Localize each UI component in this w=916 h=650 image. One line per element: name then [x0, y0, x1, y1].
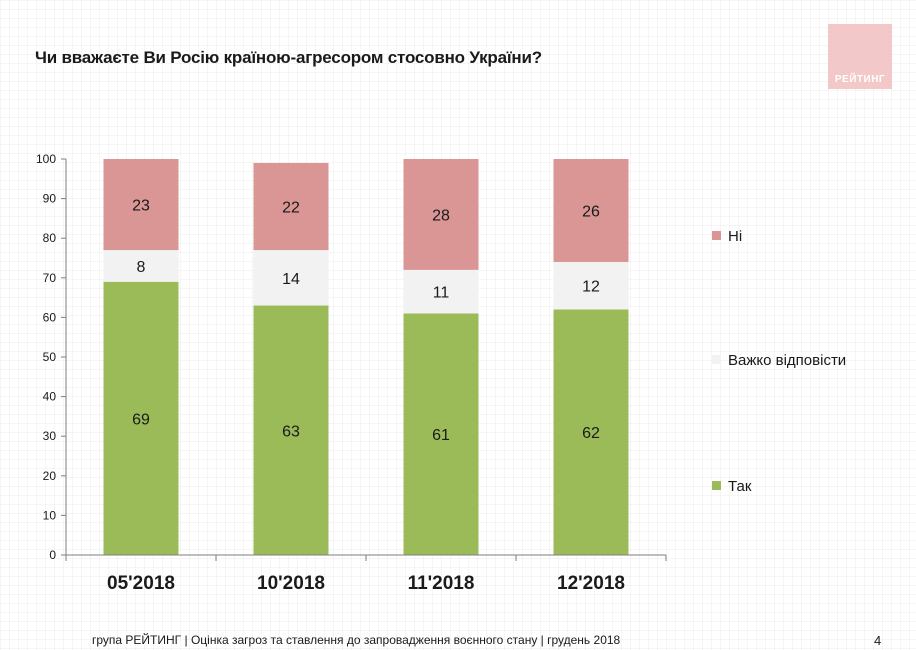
logo-text: РЕЙТИНГ [834, 74, 886, 85]
bar-segment [553, 309, 629, 555]
y-tick-label: 80 [43, 231, 57, 245]
y-tick-label: 90 [43, 192, 57, 206]
legend-label: Ні [728, 228, 742, 245]
data-label: 22 [282, 200, 300, 217]
data-label: 62 [582, 425, 600, 442]
bar-segment [403, 159, 479, 270]
page-number: 4 [874, 633, 882, 648]
legend-swatch [712, 231, 721, 240]
bar-segment [103, 281, 179, 555]
data-label: 8 [137, 259, 146, 276]
data-label: 26 [582, 203, 600, 220]
y-tick-label: 0 [49, 548, 56, 562]
data-label: 12 [582, 279, 600, 296]
bar-segment [253, 250, 329, 306]
legend-swatch [712, 355, 721, 364]
footer-text: група РЕЙТИНГ | Оцінка загроз та ставлен… [92, 633, 621, 647]
bar-segment [103, 250, 179, 282]
category-label: 12'2018 [557, 573, 625, 594]
y-tick-label: 30 [43, 429, 57, 443]
rating-logo: РЕЙТИНГ [828, 24, 892, 89]
y-tick-label: 20 [43, 469, 57, 483]
y-tick-label: 10 [43, 508, 57, 522]
bar-segment [403, 269, 479, 314]
bar-segment [553, 159, 629, 262]
category-label: 11'2018 [408, 573, 475, 594]
legend-label: Важко відповісти [728, 352, 846, 369]
category-label: 10'2018 [257, 573, 325, 594]
bar-segment [403, 313, 479, 555]
data-label: 28 [432, 207, 450, 224]
y-tick-label: 50 [43, 350, 57, 364]
data-label: 63 [282, 423, 300, 440]
data-label: 61 [432, 427, 450, 444]
data-label: 11 [433, 285, 450, 302]
data-label: 14 [282, 271, 300, 288]
data-label: 23 [132, 198, 150, 215]
bar-segment [253, 305, 329, 555]
y-tick-label: 60 [43, 310, 57, 324]
bar-segment [553, 261, 629, 310]
y-tick-label: 100 [36, 152, 56, 166]
bar-segment [103, 159, 179, 251]
data-label: 69 [132, 411, 150, 428]
y-tick-label: 40 [43, 390, 57, 404]
legend-label: Так [728, 478, 752, 495]
category-label: 05'2018 [107, 573, 175, 594]
y-tick-label: 70 [43, 271, 57, 285]
legend-swatch [712, 481, 721, 490]
bar-segment [253, 162, 329, 251]
chart-title: Чи вважаєте Ви Росію країною-агресором с… [35, 48, 542, 67]
